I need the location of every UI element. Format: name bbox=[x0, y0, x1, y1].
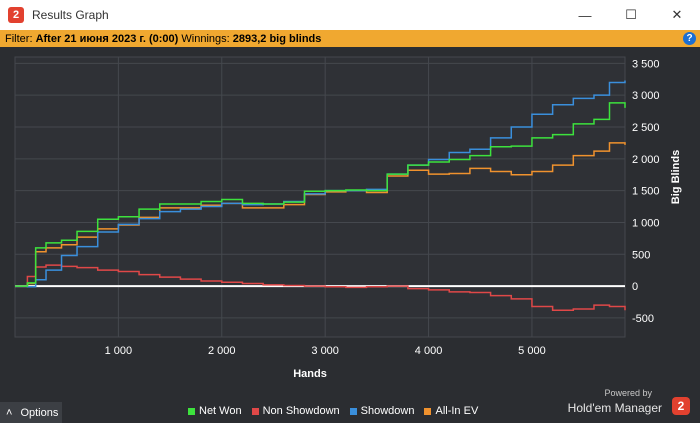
bottom-bar: ˄ Options Net Won Non Showdown Showdown All… bbox=[0, 402, 700, 423]
x-axis-title: Hands bbox=[293, 368, 327, 380]
winnings-value: 2893,2 big blinds bbox=[232, 32, 322, 45]
window-controls: — ☐ ✕ bbox=[562, 0, 700, 30]
results-chart: 3 500 3 000 2 500 2 000 1 500 1 000 500 0 -500 1 … bbox=[0, 47, 700, 402]
brand-block: Powered by Hold'em Manager 2 bbox=[564, 388, 694, 420]
y-tick-label: 500 bbox=[632, 249, 650, 261]
legend-label: Net Won bbox=[199, 405, 242, 417]
options-button[interactable]: ˄ Options bbox=[0, 402, 62, 423]
y-tick-label: -500 bbox=[632, 313, 654, 325]
filter-label: Filter: bbox=[5, 32, 33, 45]
chevron-up-icon: ˄ bbox=[6, 406, 13, 419]
y-tick-label: 1 500 bbox=[632, 186, 660, 198]
help-icon[interactable]: ? bbox=[683, 32, 696, 45]
minimize-button[interactable]: — bbox=[578, 7, 592, 23]
y-tick-label: 1 000 bbox=[632, 217, 660, 229]
options-label: Options bbox=[20, 406, 59, 419]
x-tick-label: 4 000 bbox=[415, 345, 443, 357]
winnings-label: Winnings: bbox=[181, 32, 230, 45]
legend-swatch bbox=[188, 407, 195, 415]
x-tick-label: 5 000 bbox=[518, 345, 546, 357]
legend-item[interactable]: All-In EV bbox=[424, 405, 478, 417]
legend-item[interactable]: Showdown bbox=[349, 405, 415, 417]
window-title: Results Graph bbox=[32, 8, 109, 22]
x-tick-label: 1 000 bbox=[105, 345, 133, 357]
close-button[interactable]: ✕ bbox=[671, 7, 683, 22]
chart-svg: 3 500 3 000 2 500 2 000 1 500 1 000 500 0 -500 1 … bbox=[14, 56, 682, 380]
legend-swatch bbox=[251, 407, 259, 415]
plot-area bbox=[14, 56, 626, 338]
y-tick-label: 2 500 bbox=[632, 122, 660, 134]
y-tick-label: 0 bbox=[632, 281, 638, 293]
series-line-non-showdown bbox=[15, 264, 626, 312]
brand-name: Hold'em Manager bbox=[567, 401, 662, 415]
filter-bar: Filter: After 21 июня 2023 г. (0:00) Win… bbox=[0, 30, 700, 47]
powered-by-text: Powered by bbox=[604, 388, 652, 398]
y-axis-title: Big Blinds bbox=[670, 150, 682, 204]
x-tick-label: 2 000 bbox=[208, 345, 236, 357]
legend-label: All-In EV bbox=[435, 405, 479, 417]
y-tick-label: 3 500 bbox=[632, 58, 660, 70]
maximize-button[interactable]: ☐ bbox=[625, 7, 637, 22]
legend-item[interactable]: Non Showdown bbox=[251, 405, 340, 417]
y-tick-label: 3 000 bbox=[632, 90, 660, 102]
y-tick-label: 2 000 bbox=[632, 154, 660, 166]
series-line-net-won bbox=[15, 102, 626, 287]
app-logo-icon: 2 bbox=[8, 7, 24, 23]
chart-legend: Net Won Non Showdown Showdown All-In EV bbox=[188, 405, 478, 417]
filter-value: After 21 июня 2023 г. (0:00) bbox=[35, 32, 179, 45]
legend-swatch bbox=[349, 407, 357, 415]
legend-item[interactable]: Net Won bbox=[188, 405, 242, 417]
legend-label: Showdown bbox=[360, 405, 415, 417]
legend-label: Non Showdown bbox=[262, 405, 340, 417]
x-tick-label: 3 000 bbox=[311, 345, 339, 357]
brand-logo-icon: 2 bbox=[672, 397, 690, 415]
title-bar: 2 Results Graph — ☐ ✕ bbox=[0, 0, 700, 30]
legend-swatch bbox=[424, 407, 432, 415]
